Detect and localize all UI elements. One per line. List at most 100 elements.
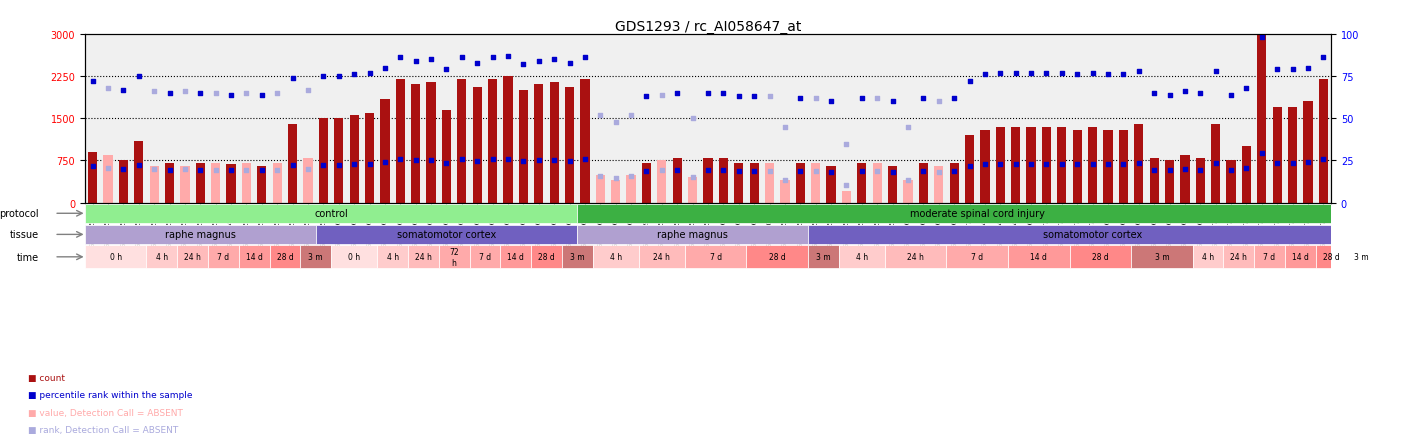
Bar (442, 111, 452, 203)
Bar (872, 164, 882, 203)
Bar (704, 158, 712, 203)
Point (466, 60, 489, 67)
Point (1250, 35, 1273, 42)
Point (127, 162, 150, 169)
Text: 24 h: 24 h (653, 253, 670, 262)
Point (1219, 168, 1242, 174)
FancyBboxPatch shape (1131, 246, 1192, 269)
Point (1082, 161, 1104, 168)
Point (1205, 160, 1228, 167)
Bar (688, 178, 697, 203)
Bar (935, 167, 943, 203)
Point (789, 95, 811, 102)
Point (450, 156, 473, 163)
Point (1313, 156, 1335, 163)
Text: moderate spinal cord injury: moderate spinal cord injury (909, 209, 1045, 219)
FancyBboxPatch shape (1008, 246, 1069, 269)
Point (466, 158, 489, 165)
Point (1051, 70, 1073, 77)
Point (1112, 161, 1134, 168)
Point (589, 174, 612, 181)
Point (1082, 70, 1104, 77)
FancyBboxPatch shape (562, 246, 593, 269)
Point (1051, 161, 1073, 168)
Point (589, 112, 612, 119)
Point (405, 58, 428, 65)
Bar (612, 181, 620, 203)
FancyBboxPatch shape (1223, 246, 1255, 269)
Point (1297, 159, 1320, 166)
Point (527, 157, 549, 164)
Text: 3 m: 3 m (1355, 253, 1369, 262)
Point (389, 156, 412, 163)
FancyBboxPatch shape (593, 246, 639, 269)
Point (235, 90, 258, 97)
Bar (796, 164, 804, 203)
Point (804, 168, 827, 175)
Point (743, 168, 766, 175)
Bar (135, 141, 143, 203)
Point (666, 167, 688, 174)
Point (1174, 166, 1197, 173)
Text: 4 h: 4 h (610, 253, 622, 262)
Bar (457, 80, 466, 203)
Point (1158, 92, 1181, 99)
Point (96, 165, 119, 172)
Point (666, 90, 688, 97)
FancyBboxPatch shape (377, 246, 408, 269)
Point (620, 112, 643, 119)
Point (974, 161, 997, 168)
Bar (287, 125, 297, 203)
Bar (1211, 125, 1221, 203)
Point (820, 169, 843, 176)
Text: 72
h: 72 h (449, 247, 459, 267)
Point (681, 115, 704, 122)
Text: protocol: protocol (0, 209, 38, 219)
FancyBboxPatch shape (946, 246, 1008, 269)
Point (927, 169, 950, 176)
Point (204, 90, 227, 97)
FancyBboxPatch shape (85, 225, 316, 244)
Bar (1242, 147, 1252, 203)
Text: 0 h: 0 h (348, 253, 360, 262)
Point (835, 182, 858, 189)
Point (188, 167, 211, 174)
Bar (1318, 80, 1328, 203)
Point (650, 92, 673, 99)
Point (1066, 161, 1089, 168)
Point (1035, 70, 1058, 77)
Text: raphe magnus: raphe magnus (657, 230, 728, 240)
Text: 14 d: 14 d (1291, 253, 1308, 262)
Point (513, 62, 535, 69)
Text: 3 m: 3 m (309, 253, 323, 262)
FancyBboxPatch shape (1284, 246, 1315, 269)
FancyBboxPatch shape (85, 204, 578, 223)
Point (297, 166, 320, 173)
Bar (88, 153, 98, 203)
Point (959, 163, 981, 170)
Bar (426, 82, 436, 203)
Point (174, 89, 197, 95)
Point (789, 168, 811, 175)
Bar (473, 88, 481, 203)
FancyBboxPatch shape (331, 246, 377, 269)
Point (636, 168, 658, 175)
Text: time: time (17, 252, 38, 262)
Point (358, 161, 381, 168)
Point (1266, 160, 1289, 167)
Point (773, 124, 796, 131)
FancyBboxPatch shape (746, 246, 809, 269)
Point (943, 168, 966, 175)
Bar (995, 128, 1005, 203)
Point (896, 177, 919, 184)
Title: GDS1293 / rc_AI058647_at: GDS1293 / rc_AI058647_at (615, 20, 801, 34)
Point (542, 157, 565, 164)
Bar (980, 130, 990, 203)
Bar (350, 116, 358, 203)
Point (959, 79, 981, 85)
Point (912, 168, 935, 175)
Text: ■ rank, Detection Call = ABSENT: ■ rank, Detection Call = ABSENT (28, 425, 178, 434)
Point (266, 90, 289, 97)
Bar (1195, 158, 1205, 203)
Text: 28 d: 28 d (276, 253, 293, 262)
